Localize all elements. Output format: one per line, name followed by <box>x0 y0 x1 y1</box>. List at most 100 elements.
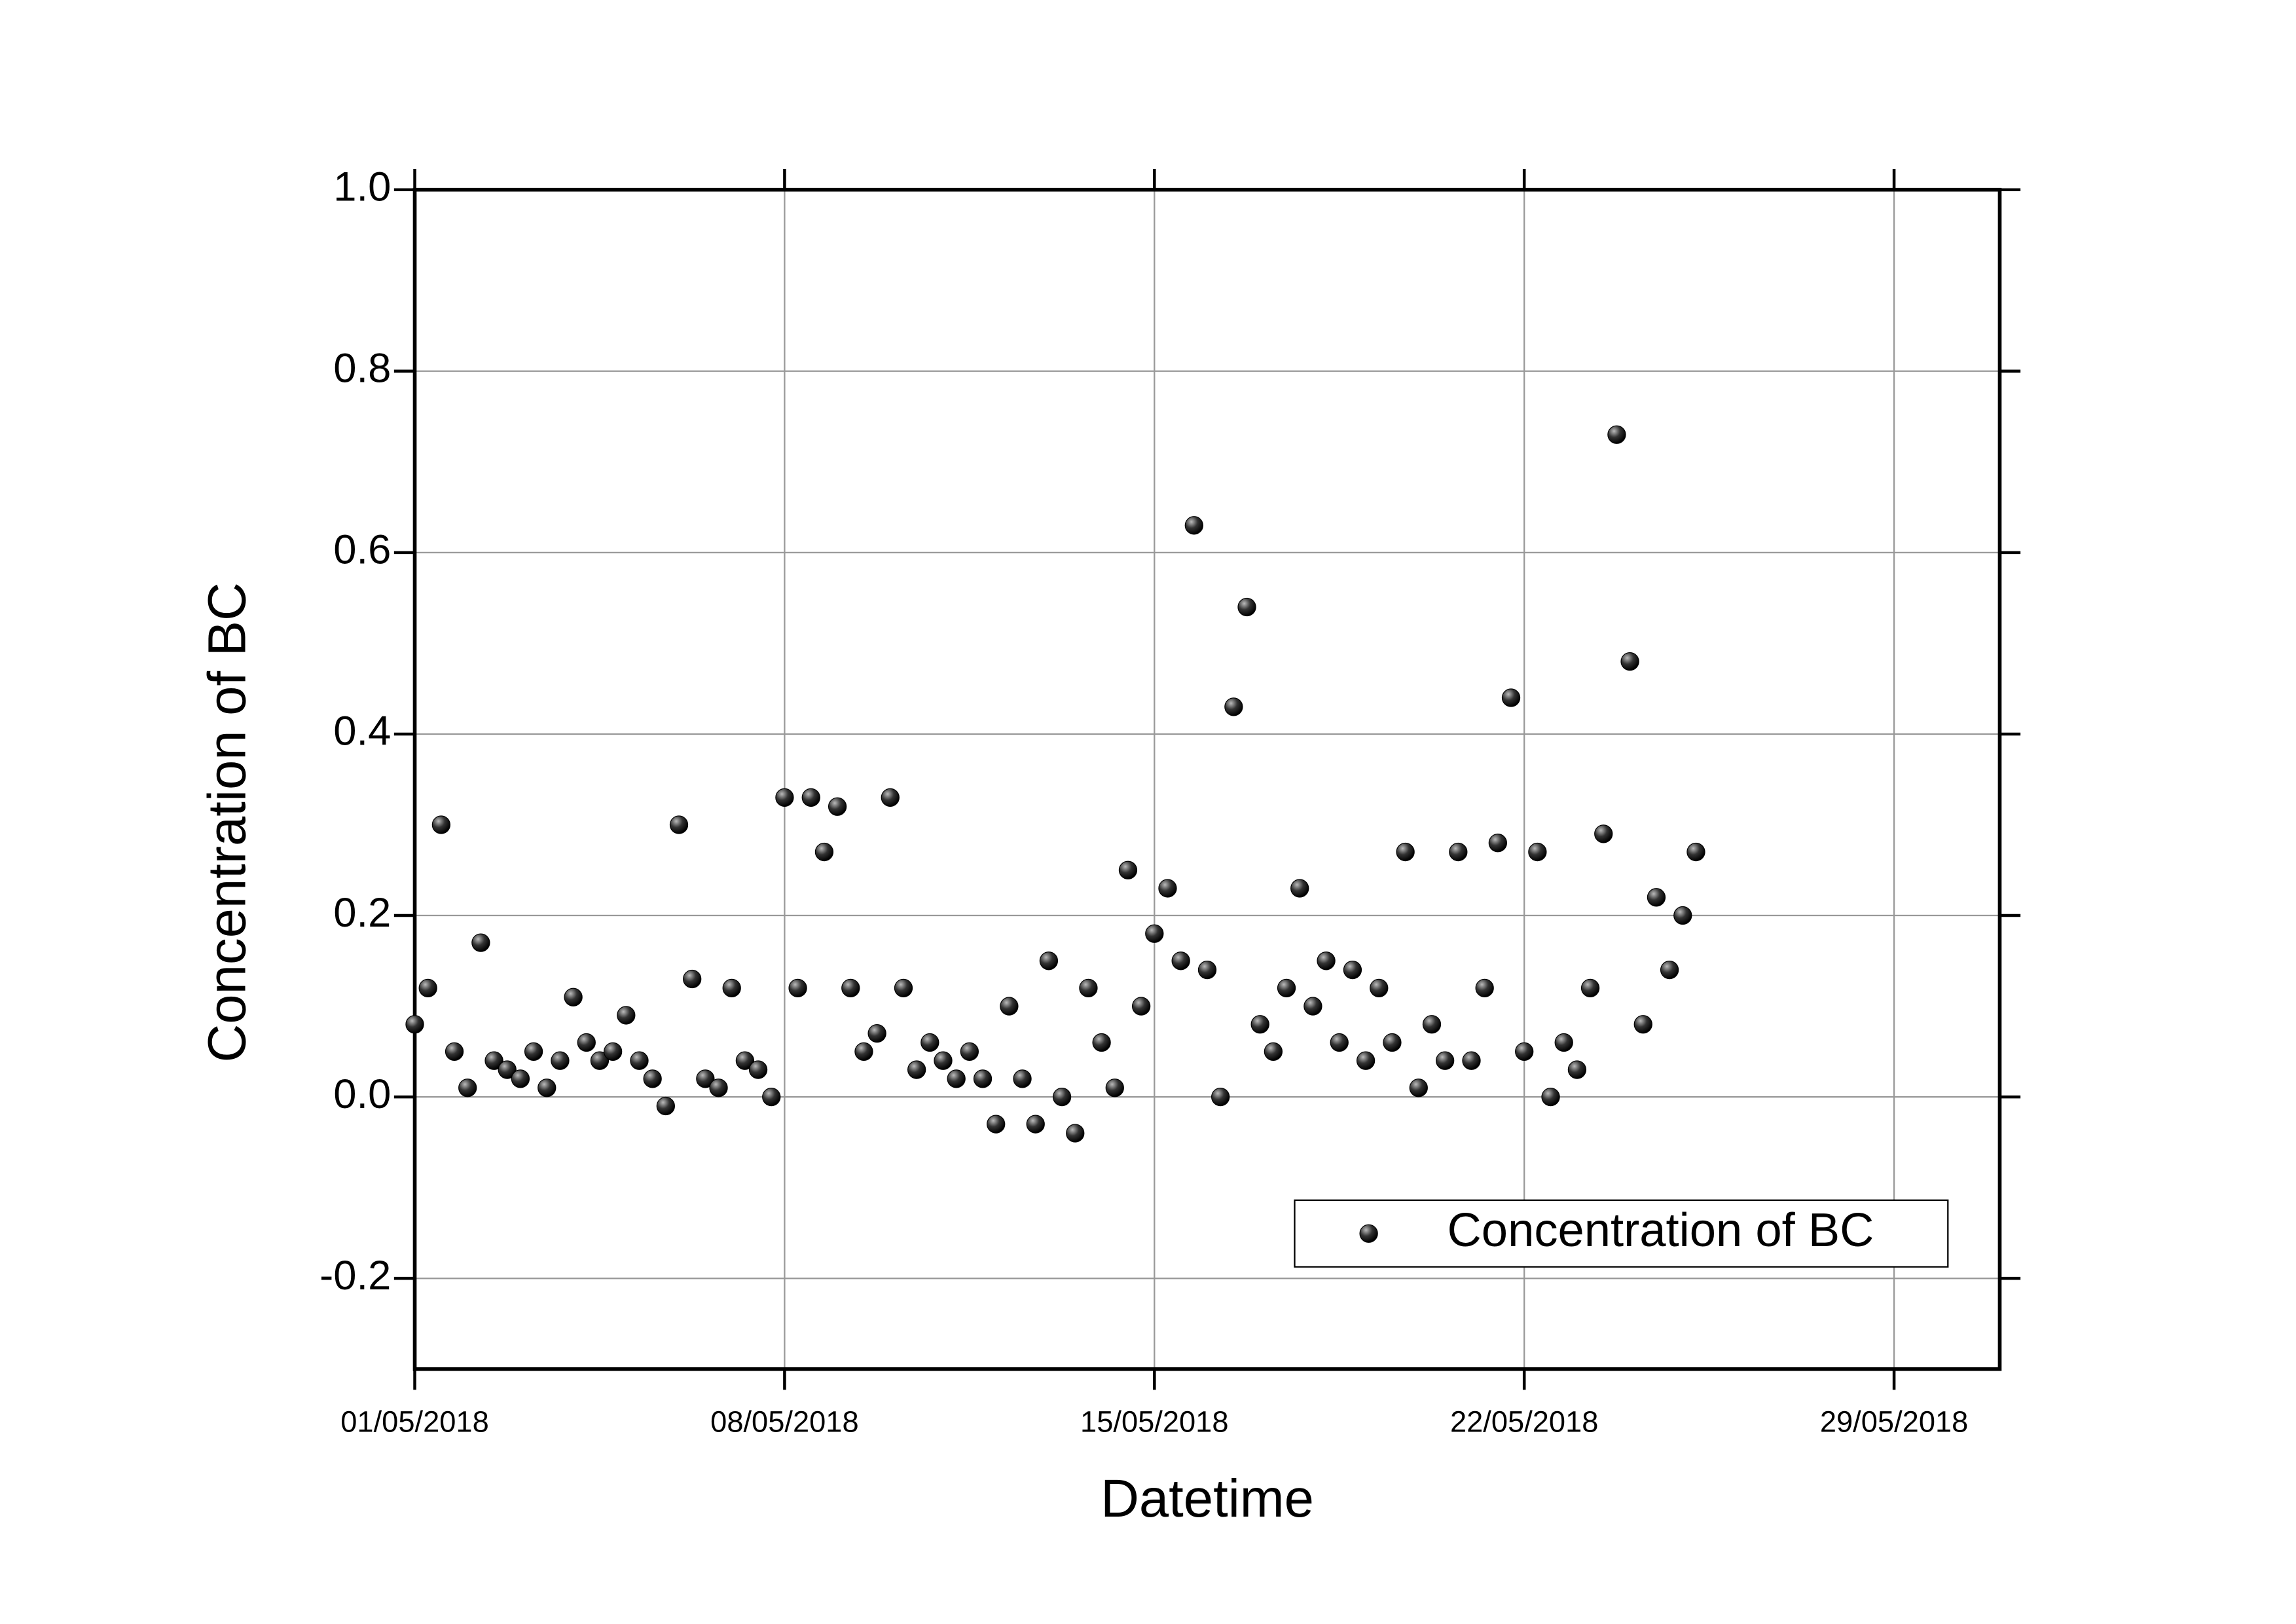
point <box>1105 1079 1124 1098</box>
point <box>1580 978 1600 998</box>
point <box>471 933 490 952</box>
y-tick-label: 0.4 <box>333 709 391 754</box>
point <box>1409 1079 1428 1098</box>
point <box>709 1079 728 1098</box>
x-tick-label: 22/05/2018 <box>1450 1405 1598 1438</box>
point <box>683 969 702 989</box>
point <box>894 978 913 998</box>
point <box>590 1051 610 1070</box>
point <box>867 1024 886 1043</box>
point <box>1158 879 1177 898</box>
point <box>735 1051 755 1070</box>
point <box>1370 978 1389 998</box>
point <box>814 842 834 862</box>
point <box>907 1060 926 1079</box>
point <box>564 987 583 1006</box>
point <box>1264 1042 1283 1061</box>
point <box>1000 997 1019 1016</box>
point <box>1528 842 1547 862</box>
legend-marker <box>1359 1224 1378 1243</box>
plot-frame <box>412 187 2002 1371</box>
point <box>788 978 807 998</box>
point <box>987 1115 1006 1134</box>
point <box>643 1069 662 1088</box>
point <box>405 1015 424 1034</box>
point <box>1488 834 1507 853</box>
point <box>828 797 847 816</box>
point <box>418 978 437 998</box>
point <box>1013 1069 1032 1088</box>
point <box>1607 425 1626 444</box>
point <box>960 1042 979 1061</box>
point <box>1647 888 1666 907</box>
point <box>1343 961 1362 980</box>
point <box>1066 1124 1085 1143</box>
y-tick-label: 0.8 <box>333 346 391 392</box>
point <box>748 1060 768 1079</box>
y-tick-label: 0.2 <box>333 890 391 936</box>
point <box>1224 697 1243 716</box>
point <box>445 1042 464 1061</box>
point <box>1184 516 1203 535</box>
point <box>577 1033 596 1052</box>
point <box>656 1096 675 1116</box>
point <box>854 1042 873 1061</box>
point <box>617 1006 636 1025</box>
point <box>458 1079 477 1098</box>
point <box>1673 906 1692 925</box>
point <box>1092 1033 1111 1052</box>
point <box>1501 688 1521 707</box>
point <box>1686 842 1705 862</box>
point <box>1449 842 1468 862</box>
point <box>1515 1042 1534 1061</box>
point <box>1211 1087 1230 1107</box>
point <box>1131 997 1151 1016</box>
point <box>1436 1051 1455 1070</box>
point <box>1330 1033 1349 1052</box>
y-tick-label: 1.0 <box>333 164 391 210</box>
point <box>1039 951 1059 970</box>
point <box>1026 1115 1045 1134</box>
point <box>1541 1087 1560 1107</box>
point <box>1145 924 1164 943</box>
point <box>1620 652 1639 671</box>
point <box>934 1051 953 1070</box>
y-tick-label: -0.2 <box>319 1253 391 1299</box>
y-tick-label: 0.6 <box>333 527 391 573</box>
point <box>1475 978 1494 998</box>
point <box>551 1051 570 1070</box>
point <box>1303 997 1322 1016</box>
point <box>604 1042 623 1061</box>
legend-box <box>1294 1199 1949 1268</box>
point <box>1237 597 1256 617</box>
point <box>1118 860 1138 879</box>
x-tick-label: 29/05/2018 <box>1820 1405 1968 1438</box>
point <box>1554 1033 1573 1052</box>
point <box>538 1079 556 1098</box>
point <box>1356 1051 1376 1070</box>
point <box>1290 879 1309 898</box>
x-axis-title: Datetime <box>1101 1469 1314 1528</box>
point <box>1171 951 1190 970</box>
x-tick-label: 01/05/2018 <box>340 1405 488 1438</box>
point <box>973 1069 993 1088</box>
point <box>1396 842 1415 862</box>
point <box>630 1051 649 1070</box>
point <box>801 788 820 807</box>
point <box>511 1069 530 1088</box>
point <box>920 1033 939 1052</box>
point <box>1383 1033 1402 1052</box>
point <box>1079 978 1098 998</box>
y-axis-title: Concentration of BC <box>197 582 257 1062</box>
point <box>762 1087 781 1107</box>
point <box>1594 824 1613 843</box>
point <box>775 788 794 807</box>
x-tick-label: 15/05/2018 <box>1080 1405 1228 1438</box>
point <box>1633 1015 1652 1034</box>
point <box>1567 1060 1587 1079</box>
point <box>1317 951 1336 970</box>
point <box>841 978 860 998</box>
point <box>1052 1087 1072 1107</box>
